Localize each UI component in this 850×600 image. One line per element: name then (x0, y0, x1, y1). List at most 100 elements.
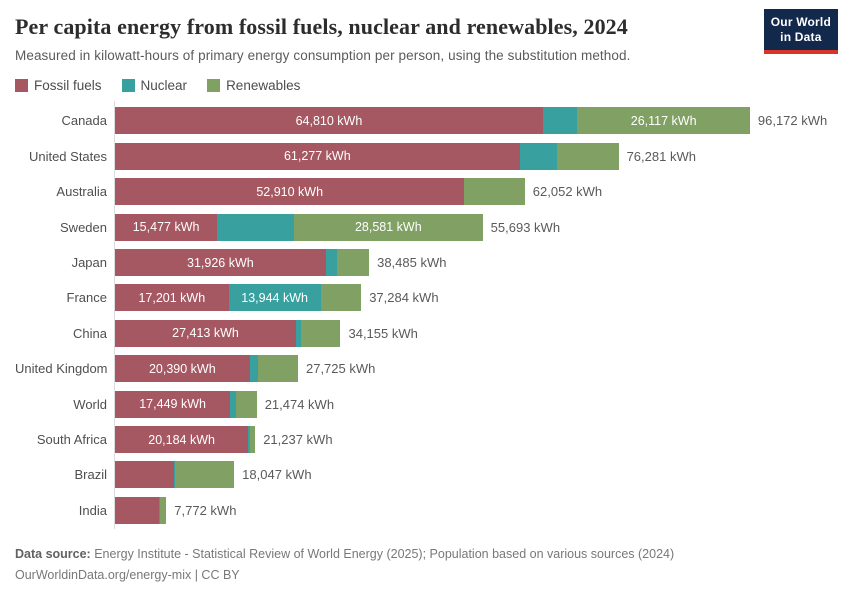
bar: 31,926 kWh 38,485 kWh (115, 249, 446, 277)
bar-segment-nuclear[interactable] (217, 213, 294, 241)
bar-segment-nuclear[interactable] (542, 107, 578, 135)
bar: 27,413 kWh 34,155 kWh (115, 319, 418, 347)
bar-segment-renewables[interactable] (557, 142, 619, 170)
legend-label: Fossil fuels (34, 78, 102, 94)
license-text: | CC BY (191, 568, 240, 583)
bar-value-label: 61,277 kWh (283, 149, 351, 164)
legend-label: Nuclear (140, 78, 188, 94)
bar-segment-fossil[interactable] (115, 496, 160, 524)
total-label: 55,693 kWh (490, 219, 561, 235)
bar-segment-fossil[interactable]: 20,184 kWh (115, 426, 249, 453)
bar-segment-fossil[interactable]: 27,413 kWh (115, 319, 296, 347)
bar-value-label: 31,926 kWh (187, 255, 254, 270)
country-label: Sweden (60, 219, 107, 235)
bar-value-label: 20,184 kWh (148, 432, 215, 447)
chart-row: Sweden 15,477 kWh 28,581 kWh 55,693 kWh (15, 209, 850, 244)
chart-row: World 17,449 kWh 21,474 kWh (15, 386, 850, 421)
bar-segment-renewables[interactable] (464, 178, 525, 206)
data-source-text: Energy Institute - Statistical Review of… (90, 546, 675, 561)
chart-row: France 17,201 kWh 13,944 kWh 37,284 kWh (15, 280, 850, 315)
bar-segment-nuclear[interactable] (159, 496, 160, 524)
bar-segment-fossil[interactable]: 20,390 kWh (115, 355, 250, 383)
bar-segment-nuclear[interactable] (230, 390, 236, 418)
bar-value-label: 13,944 kWh (241, 290, 308, 305)
bar-segment-fossil[interactable]: 31,926 kWh (115, 249, 326, 277)
chart-header: Per capita energy from fossil fuels, nuc… (0, 0, 850, 63)
chart-row: Japan 31,926 kWh 38,485 kWh (15, 245, 850, 280)
bar-segment-fossil[interactable]: 17,449 kWh (115, 390, 231, 418)
page-title: Per capita energy from fossil fuels, nuc… (15, 14, 628, 39)
data-source-label: Data source: (15, 546, 91, 561)
legend-label: Renewables (226, 78, 301, 94)
bar-segment-renewables[interactable] (250, 426, 256, 453)
bar-segment-fossil[interactable] (115, 461, 175, 489)
legend-item-nuclear[interactable]: Nuclear (121, 78, 188, 94)
chart-row: China 27,413 kWh 34,155 kWh (15, 316, 850, 351)
total-label: 34,155 kWh (348, 325, 418, 341)
bar-segment-renewables[interactable] (235, 390, 257, 418)
chart-row: United States 61,277 kWh 76,281 kWh (15, 139, 850, 174)
bar-segment-nuclear[interactable] (248, 426, 251, 453)
bar-segment-renewables[interactable]: 28,581 kWh (293, 213, 483, 241)
country-label: Canada (61, 113, 107, 129)
owid-logo-line1: Our World (770, 15, 831, 29)
chart-footer: Data source: Energy Institute - Statisti… (0, 544, 850, 587)
bar-segment-renewables[interactable] (258, 355, 298, 383)
chart-row: South Africa 20,184 kWh 21,237 kWh (15, 422, 850, 457)
bar-segment-nuclear[interactable]: 13,944 kWh (228, 284, 321, 312)
country-label: Australia (56, 184, 107, 200)
bar-value-label: 52,910 kWh (256, 184, 324, 199)
bar: 7,772 kWh (115, 496, 236, 524)
owid-url-link[interactable]: OurWorldinData.org/energy-mix (15, 568, 192, 583)
bar: 17,201 kWh 13,944 kWh 37,284 kWh (115, 284, 439, 312)
bar-segment-renewables[interactable] (300, 319, 341, 347)
chart-subtitle: Measured in kilowatt-hours of primary en… (15, 48, 631, 64)
total-label: 62,052 kWh (532, 184, 603, 200)
legend-item-fossil-fuels[interactable]: Fossil fuels (15, 78, 102, 93)
chart-row: Australia 52,910 kWh 62,052 kWh (15, 174, 850, 209)
fossil-fuels-swatch-icon (15, 79, 28, 93)
bar-segment-fossil[interactable]: 61,277 kWh (115, 142, 520, 170)
legend-item-renewables[interactable]: Renewables (207, 78, 300, 93)
country-label: United States (28, 148, 107, 164)
owid-logo[interactable]: Our World in Data (763, 9, 838, 54)
bar-segment-renewables[interactable]: 26,117 kWh (577, 107, 750, 135)
chart-row: Canada 64,810 kWh 26,117 kWh 96,172 kWh (15, 103, 850, 138)
attribution-line: OurWorldinData.org/energy-mix | CC BY (15, 565, 835, 587)
legend: Fossil fuels Nuclear Renewables (15, 78, 835, 93)
bar-segment-renewables[interactable] (320, 284, 362, 312)
bar: 61,277 kWh 76,281 kWh (115, 142, 696, 170)
bar-segment-renewables[interactable] (337, 249, 370, 277)
bar-segment-nuclear[interactable] (519, 142, 558, 170)
total-label: 96,172 kWh (757, 113, 828, 129)
bar-segment-renewables[interactable] (159, 496, 167, 524)
bar-value-label: 20,390 kWh (148, 361, 216, 376)
bar-segment-renewables[interactable] (175, 461, 235, 489)
chart-row: United Kingdom 20,390 kWh 27,725 kWh (15, 351, 850, 386)
chart-row: India 7,772 kWh (15, 493, 850, 528)
bar-value-label: 15,477 kWh (132, 220, 200, 235)
bar-segment-fossil[interactable]: 52,910 kWh (115, 178, 465, 206)
country-label: India (78, 502, 107, 518)
bar-segment-nuclear[interactable] (325, 249, 338, 277)
bar: 15,477 kWh 28,581 kWh 55,693 kWh (115, 213, 561, 241)
bar: 17,449 kWh 21,474 kWh (115, 390, 334, 418)
y-axis-line (114, 101, 115, 529)
nuclear-swatch-icon (121, 79, 135, 93)
chart-row: Brazil 18,047 kWh (15, 457, 850, 492)
bar-value-label: 27,413 kWh (172, 326, 239, 341)
bar-segment-nuclear[interactable] (296, 319, 301, 347)
data-source-line: Data source: Energy Institute - Statisti… (15, 544, 835, 566)
bar: 52,910 kWh 62,052 kWh (115, 178, 603, 206)
total-label: 76,281 kWh (626, 148, 696, 164)
country-label: United Kingdom (15, 361, 108, 377)
bar-segment-nuclear[interactable] (174, 461, 176, 489)
country-label: Brazil (74, 467, 107, 483)
bar-segment-fossil[interactable]: 64,810 kWh (115, 107, 543, 135)
total-label: 21,237 kWh (263, 432, 333, 447)
bar-segment-fossil[interactable]: 15,477 kWh (115, 213, 218, 241)
bar-segment-nuclear[interactable] (249, 355, 259, 383)
owid-logo-line2: in Data (780, 30, 822, 44)
bar-value-label: 17,201 kWh (138, 290, 206, 305)
bar-segment-fossil[interactable]: 17,201 kWh (115, 284, 229, 312)
